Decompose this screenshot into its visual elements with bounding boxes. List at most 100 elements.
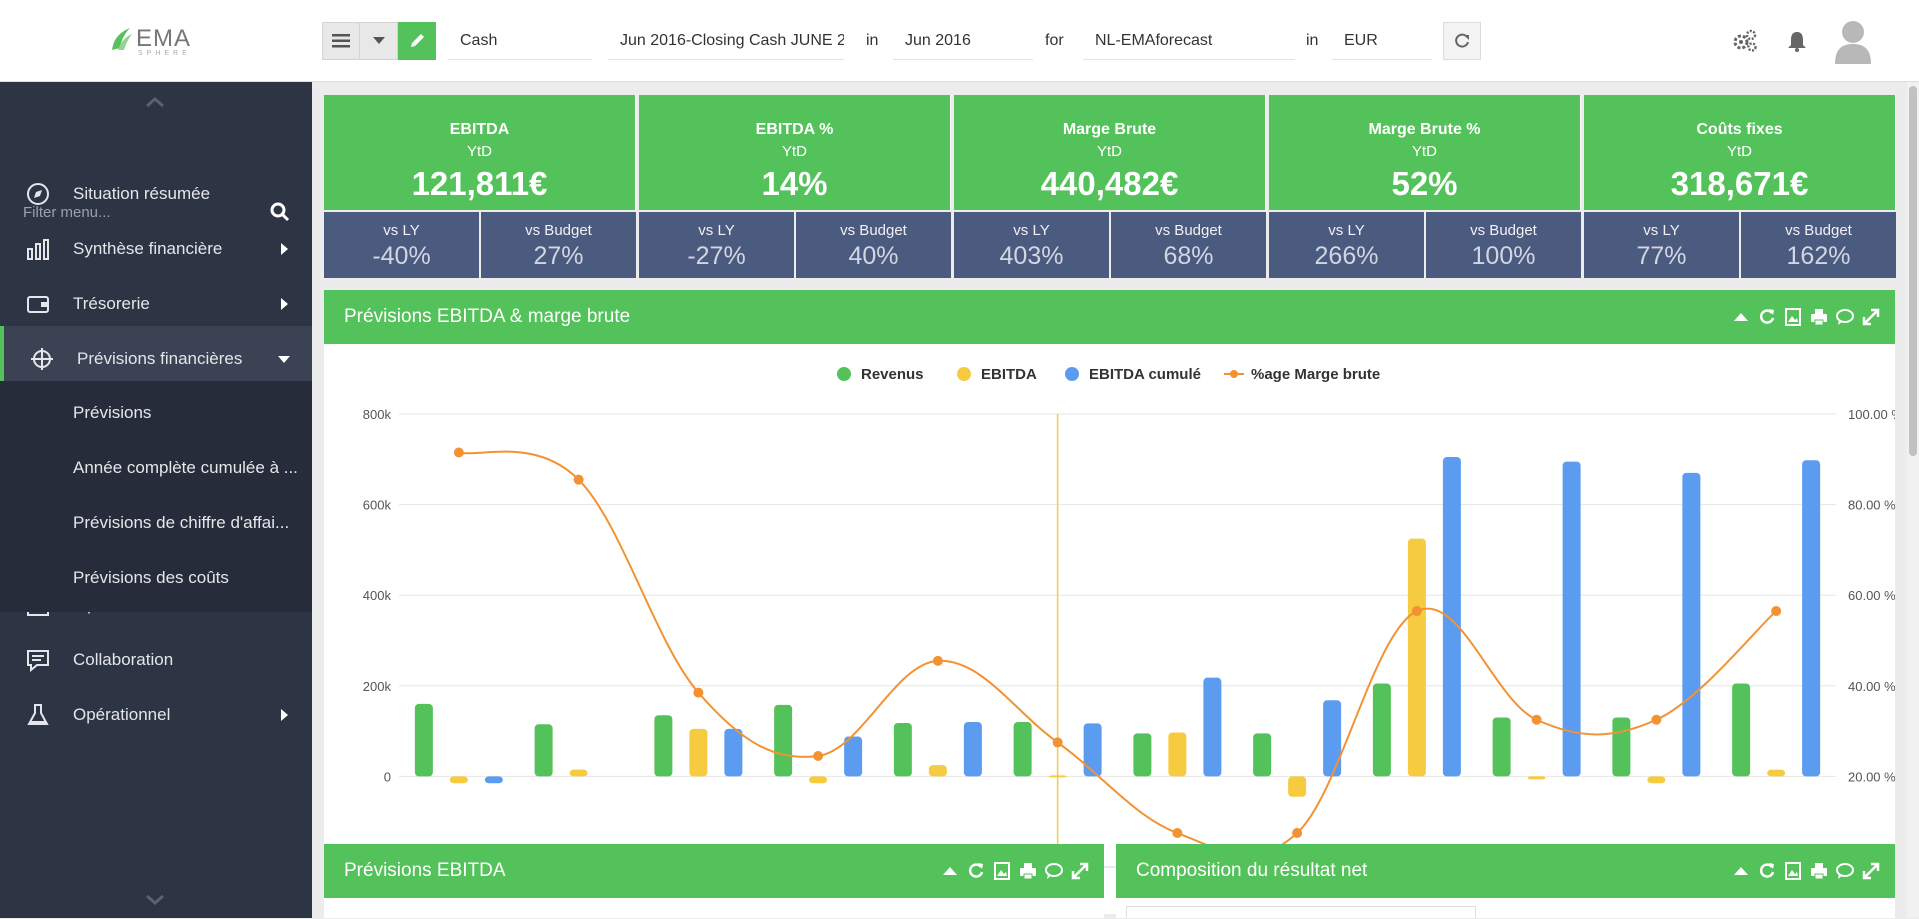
bar-ebitda[interactable] <box>1407 538 1426 777</box>
currency-select[interactable]: EUR <box>1332 22 1432 60</box>
edit-button[interactable] <box>398 22 436 60</box>
kpi-card[interactable]: EBITDA YtD 121,811€ vs LY -40% vs Budget 27% <box>324 95 636 291</box>
bar-revenus[interactable] <box>414 703 433 777</box>
bar-revenus[interactable] <box>1732 683 1751 777</box>
legend-item[interactable]: EBITDA <box>957 366 1037 383</box>
page-scrollbar-thumb[interactable] <box>1909 86 1917 456</box>
bar-revenus[interactable] <box>1492 717 1511 777</box>
print-icon[interactable] <box>1809 861 1829 881</box>
expand-icon[interactable] <box>1861 861 1881 881</box>
bar-ebitda-cumul-[interactable] <box>724 728 743 777</box>
sidebar-item-1[interactable]: Synthèse financière <box>0 216 312 282</box>
user-avatar[interactable] <box>1833 18 1873 64</box>
bar-ebitda[interactable] <box>449 776 468 784</box>
menu-toggle-button[interactable] <box>322 22 360 60</box>
legend-item[interactable]: EBITDA cumulé <box>1065 366 1201 383</box>
kpi-card[interactable]: Marge Brute % YtD 52% vs LY 266% vs Budget 100… <box>1269 95 1581 291</box>
refresh-icon[interactable] <box>966 861 986 881</box>
refresh-button[interactable] <box>1443 22 1481 60</box>
bar-ebitda-cumul-[interactable] <box>963 722 982 777</box>
point-marge-brute[interactable] <box>1651 714 1662 725</box>
kpi-card[interactable]: Coûts fixes YtD 318,671€ vs LY 77% vs Budget 1… <box>1584 95 1896 291</box>
point-marge-brute[interactable] <box>1172 828 1183 839</box>
bar-revenus[interactable] <box>654 715 673 777</box>
bar-ebitda[interactable] <box>1767 769 1786 777</box>
point-marge-brute[interactable] <box>1771 606 1782 617</box>
refresh-icon[interactable] <box>1757 307 1777 327</box>
legend-item[interactable]: Revenus <box>837 366 924 383</box>
point-marge-brute[interactable] <box>932 655 943 666</box>
comment-icon[interactable] <box>1835 307 1855 327</box>
kpi-card[interactable]: EBITDA % YtD 14% vs LY -27% vs Budget 40% <box>639 95 951 291</box>
sidebar-item-0[interactable]: Situation résumée <box>0 161 312 227</box>
kpi-vs-budget-value: 40% <box>848 242 899 270</box>
bar-revenus[interactable] <box>1133 733 1152 777</box>
point-marge-brute[interactable] <box>693 687 704 698</box>
point-marge-brute[interactable] <box>1052 737 1063 748</box>
print-icon[interactable] <box>1809 307 1829 327</box>
search-icon[interactable] <box>270 202 290 222</box>
image-icon[interactable] <box>1783 307 1803 327</box>
point-marge-brute[interactable] <box>573 474 584 485</box>
bar-revenus[interactable] <box>893 722 912 777</box>
bar-ebitda-cumul-[interactable] <box>1083 723 1102 777</box>
bar-ebitda-cumul-[interactable] <box>1323 700 1342 777</box>
bar-ebitda[interactable] <box>1048 775 1067 778</box>
bar-ebitda-cumul-[interactable] <box>844 736 863 777</box>
image-icon[interactable] <box>992 861 1012 881</box>
collapse-icon[interactable] <box>940 861 960 881</box>
bar-ebitda-cumul-[interactable] <box>1442 457 1461 777</box>
bar-ebitda[interactable] <box>928 765 947 777</box>
legend-item[interactable]: %age Marge brute <box>1224 366 1380 383</box>
bar-revenus[interactable] <box>774 704 793 777</box>
version-select[interactable]: Jun 2016-Closing Cash JUNE 2016 <box>608 22 844 60</box>
bar-revenus[interactable] <box>534 724 553 777</box>
scenario-select[interactable]: Cash <box>448 22 592 60</box>
sidebar-item-5[interactable]: Collaboration <box>0 627 312 693</box>
print-icon[interactable] <box>1018 861 1038 881</box>
entity-select[interactable]: NL-EMAforecast <box>1083 22 1295 60</box>
refresh-icon[interactable] <box>1757 861 1777 881</box>
bar-ebitda-cumul-[interactable] <box>1682 472 1701 777</box>
bar-ebitda-cumul-[interactable] <box>1562 461 1581 777</box>
collapse-icon[interactable] <box>1731 861 1751 881</box>
scroll-down-chevron-icon[interactable] <box>145 894 165 906</box>
expand-icon[interactable] <box>1070 861 1090 881</box>
ema-logo[interactable]: EMA SPHERE <box>110 22 210 62</box>
bar-ebitda[interactable] <box>1527 776 1546 780</box>
point-marge-brute[interactable] <box>1411 606 1422 617</box>
bar-ebitda[interactable] <box>1288 776 1307 797</box>
point-marge-brute[interactable] <box>453 447 464 458</box>
point-marge-brute[interactable] <box>1531 714 1542 725</box>
bar-revenus[interactable] <box>1372 683 1391 777</box>
sidebar-subitem-3[interactable]: Prévisions des coûts <box>0 546 312 612</box>
menu-dropdown-button[interactable] <box>360 22 398 60</box>
comment-icon[interactable] <box>1044 861 1064 881</box>
settings-button[interactable] <box>1728 22 1762 60</box>
expand-icon[interactable] <box>1861 307 1881 327</box>
sidebar-subitem-label: Prévisions de chiffre d'affai... <box>73 513 290 532</box>
bar-ebitda-cumul-[interactable] <box>1203 677 1222 777</box>
bar-ebitda-cumul-[interactable] <box>1802 460 1821 777</box>
period-select[interactable]: Jun 2016 <box>893 22 1033 60</box>
bar-ebitda[interactable] <box>1168 732 1187 777</box>
bar-revenus[interactable] <box>1013 722 1032 777</box>
kpi-card[interactable]: Marge Brute YtD 440,482€ vs LY 403% vs Budget… <box>954 95 1266 291</box>
bar-ebitda[interactable] <box>689 728 708 777</box>
bar-ebitda[interactable] <box>809 776 828 784</box>
bar-revenus[interactable] <box>1253 733 1272 777</box>
sidebar-item-6[interactable]: Opérationnel <box>0 682 312 748</box>
bar-ebitda-cumul-[interactable] <box>484 776 503 784</box>
scroll-up-chevron-icon[interactable] <box>145 96 165 108</box>
collapse-icon[interactable] <box>1731 307 1751 327</box>
filter-menu-input[interactable]: Filter menu... <box>0 192 312 232</box>
bar-ebitda[interactable] <box>1647 776 1666 784</box>
notifications-button[interactable] <box>1780 22 1814 60</box>
image-icon[interactable] <box>1783 861 1803 881</box>
point-marge-brute[interactable] <box>813 751 824 762</box>
bar-ebitda[interactable] <box>569 769 588 777</box>
bar-revenus[interactable] <box>1612 717 1631 777</box>
comment-icon[interactable] <box>1835 861 1855 881</box>
sidebar-item-2[interactable]: Trésorerie <box>0 271 312 337</box>
point-marge-brute[interactable] <box>1292 828 1303 839</box>
